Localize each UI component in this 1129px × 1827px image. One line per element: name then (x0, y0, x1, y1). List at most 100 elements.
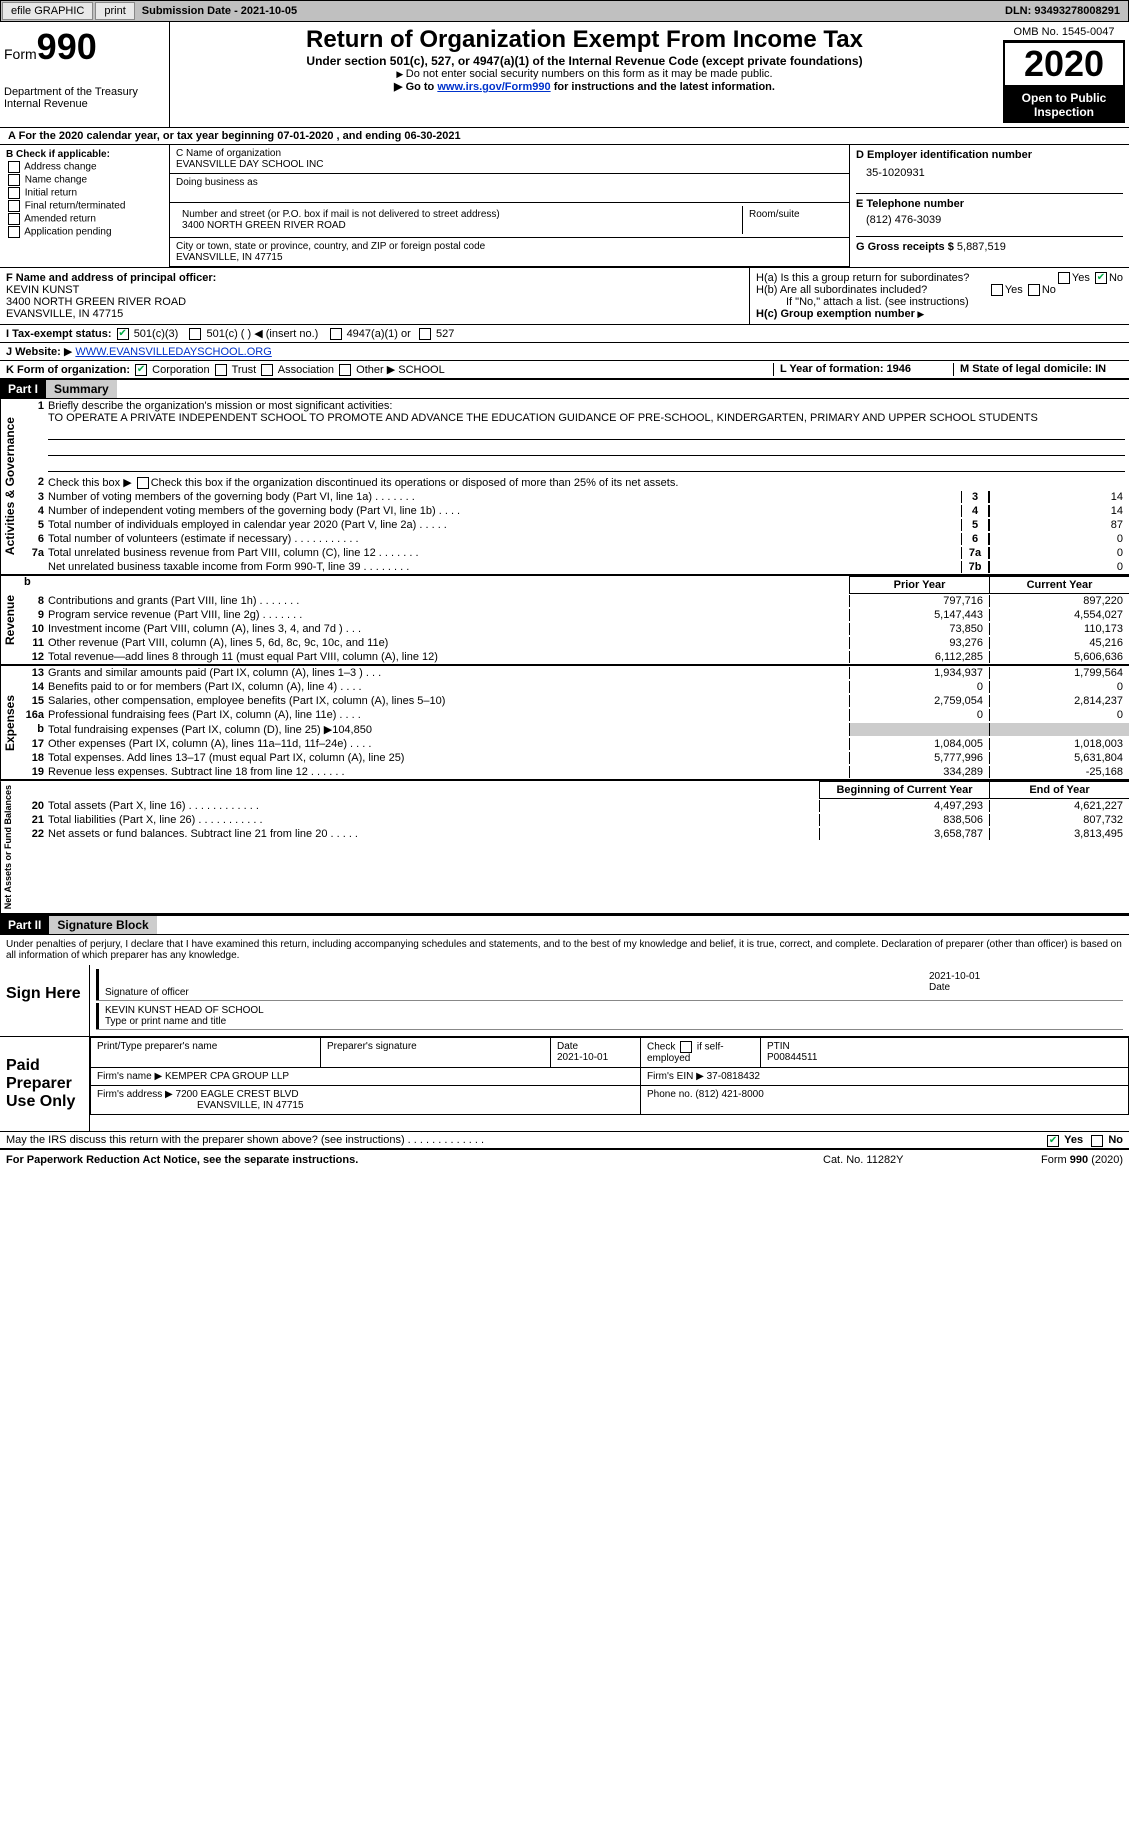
table-row: 22Net assets or fund balances. Subtract … (24, 827, 1129, 841)
cb-final-return[interactable]: Final return/terminated (6, 200, 163, 212)
org-name-label: C Name of organization (176, 148, 843, 159)
row-a-period: A For the 2020 calendar year, or tax yea… (0, 128, 1129, 145)
i-527[interactable] (419, 328, 431, 340)
part1-title: Summary (46, 380, 117, 398)
sign-here-label: Sign Here (0, 965, 90, 1036)
irs-link[interactable]: www.irs.gov/Form990 (437, 81, 550, 93)
sign-here-block: Sign Here Signature of officer 2021-10-0… (0, 965, 1129, 1037)
ptin-value: P00844511 (767, 1052, 817, 1063)
cb-address-change[interactable]: Address change (6, 161, 163, 173)
org-name: EVANSVILLE DAY SCHOOL INC (176, 159, 843, 170)
form-number: Form990 (4, 26, 165, 68)
cb-amended[interactable]: Amended return (6, 213, 163, 225)
cb-initial-return[interactable]: Initial return (6, 187, 163, 199)
efile-button[interactable]: efile GRAPHIC (2, 2, 93, 20)
firm-ein-label: Firm's EIN (647, 1071, 696, 1082)
city-value: EVANSVILLE, IN 47715 (176, 252, 843, 263)
dept-treasury: Department of the Treasury (4, 86, 165, 98)
i-501c[interactable] (189, 328, 201, 340)
mission-text: TO OPERATE A PRIVATE INDEPENDENT SCHOOL … (48, 412, 1038, 424)
line-j: J Website: ▶ WWW.EVANSVILLEDAYSCHOOL.ORG (0, 343, 1129, 361)
block-fh: F Name and address of principal officer:… (0, 268, 1129, 325)
side-governance: Activities & Governance (0, 399, 24, 574)
line2-checkbox[interactable] (137, 477, 149, 489)
firm-addr1: 7200 EAGLE CREST BLVD (176, 1089, 299, 1100)
table-row: 17Other expenses (Part IX, column (A), l… (24, 737, 1129, 751)
sig-name-label: Type or print name and title (105, 1016, 226, 1027)
table-row: 14Benefits paid to or for members (Part … (24, 680, 1129, 694)
ha-row: H(a) Is this a group return for subordin… (756, 272, 1123, 284)
side-netassets: Net Assets or Fund Balances (0, 781, 24, 913)
topbar: efile GRAPHIC print Submission Date - 20… (0, 0, 1129, 22)
paid-preparer-label: Paid Preparer Use Only (0, 1037, 90, 1131)
governance-section: Activities & Governance 1Briefly describ… (0, 399, 1129, 576)
firm-addr2: EVANSVILLE, IN 47715 (97, 1100, 304, 1111)
hdr-prior: Prior Year (849, 576, 989, 594)
f-officer-name: KEVIN KUNST (6, 284, 79, 296)
k-trust[interactable] (215, 364, 227, 376)
addr-value: 3400 NORTH GREEN RIVER ROAD (182, 220, 736, 231)
addr-label: Number and street (or P.O. box if mail i… (182, 209, 736, 220)
irs-no[interactable] (1091, 1135, 1103, 1147)
netassets-section: Net Assets or Fund Balances Beginning of… (0, 781, 1129, 915)
irs-yes[interactable] (1047, 1135, 1059, 1147)
prep-name-label: Print/Type preparer's name (91, 1038, 321, 1068)
prep-date: 2021-10-01 (557, 1052, 608, 1063)
firm-name-label: Firm's name (97, 1071, 154, 1082)
block-bcd: B Check if applicable: Address change Na… (0, 145, 1129, 268)
print-button[interactable]: print (95, 2, 134, 20)
firm-phone-label: Phone no. (647, 1089, 695, 1100)
gov-line: 5Total number of individuals employed in… (24, 518, 1129, 532)
preparer-table: Print/Type preparer's name Preparer's si… (90, 1037, 1129, 1115)
table-row: 10Investment income (Part VIII, column (… (24, 622, 1129, 636)
hb-no[interactable] (1028, 284, 1040, 296)
table-row: 20Total assets (Part X, line 16) . . . .… (24, 799, 1129, 813)
k-corp[interactable] (135, 364, 147, 376)
table-row: 8Contributions and grants (Part VIII, li… (24, 594, 1129, 608)
ha-no[interactable] (1095, 272, 1107, 284)
hb-row: H(b) Are all subordinates included? Yes … (756, 284, 1123, 296)
omb-number: OMB No. 1545-0047 (1003, 26, 1125, 41)
i-4947[interactable] (330, 328, 342, 340)
ein-label: D Employer identification number (856, 149, 1032, 161)
prep-selfemp: Check if self-employed (641, 1038, 761, 1068)
cb-name-change[interactable]: Name change (6, 174, 163, 186)
dln: DLN: 93493278008291 (997, 3, 1128, 19)
table-row: 13Grants and similar amounts paid (Part … (24, 666, 1129, 680)
table-row: 9Program service revenue (Part VIII, lin… (24, 608, 1129, 622)
prep-date-label: Date (557, 1041, 578, 1052)
form-header: Form990 Department of the Treasury Inter… (0, 22, 1129, 128)
hb-note: If "No," attach a list. (see instruction… (756, 296, 1123, 308)
tax-year: 2020 (1003, 41, 1125, 87)
firm-ein: 37-0818432 (707, 1071, 760, 1082)
self-emp-checkbox[interactable] (680, 1041, 692, 1053)
table-row: 11Other revenue (Part VIII, column (A), … (24, 636, 1129, 650)
hdr-begin: Beginning of Current Year (819, 781, 989, 799)
part2-title: Signature Block (49, 916, 156, 934)
table-row: 18Total expenses. Add lines 13–17 (must … (24, 751, 1129, 765)
table-row: 15Salaries, other compensation, employee… (24, 694, 1129, 708)
cb-app-pending[interactable]: Application pending (6, 226, 163, 238)
i-501c3[interactable] (117, 328, 129, 340)
k-other[interactable] (339, 364, 351, 376)
ha-yes[interactable] (1058, 272, 1070, 284)
l-year: L Year of formation: 1946 (773, 363, 953, 376)
gross-value: 5,887,519 (957, 241, 1006, 253)
gov-line: 4Number of independent voting members of… (24, 504, 1129, 518)
sig-date-value: 2021-10-01 (929, 971, 980, 982)
mission-label: Briefly describe the organization's miss… (48, 400, 392, 412)
hc-row: H(c) Group exemption number (756, 308, 1123, 320)
part2-bar: Part IISignature Block (0, 915, 1129, 935)
open-public: Open to Public Inspection (1003, 87, 1125, 123)
f-label: F Name and address of principal officer: (6, 272, 216, 284)
website-link[interactable]: WWW.EVANSVILLEDAYSCHOOL.ORG (75, 346, 271, 358)
hb-yes[interactable] (991, 284, 1003, 296)
part1-bar: Part ISummary (0, 379, 1129, 399)
table-row: 21Total liabilities (Part X, line 26) . … (24, 813, 1129, 827)
k-assoc[interactable] (261, 364, 273, 376)
hdr-current: Current Year (989, 576, 1129, 594)
note-ssn: Do not enter social security numbers on … (174, 68, 995, 80)
sig-date-label: Date (929, 982, 950, 993)
gross-label: G Gross receipts $ (856, 241, 957, 253)
tel-value: (812) 476-3039 (866, 214, 1123, 226)
